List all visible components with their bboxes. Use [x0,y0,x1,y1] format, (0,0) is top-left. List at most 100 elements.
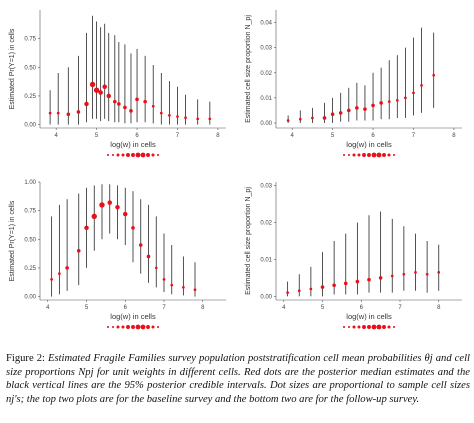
median-point [367,277,371,282]
median-point [106,93,111,99]
median-point [50,278,53,281]
y-tick-label: 0.00 [260,294,272,300]
x-axis-title: log(w) in cells [110,140,156,149]
median-point [115,204,120,210]
x-tick-label: 7 [398,305,402,311]
size-legend-dot [131,325,135,329]
size-legend-dot [116,153,120,157]
y-tick-label: 0.04 [260,21,272,27]
y-tick-label: 1.00 [24,180,36,186]
size-legend [106,152,160,158]
median-point [379,101,383,105]
size-legend-dot [135,152,141,158]
median-point [371,103,375,108]
median-point [286,119,290,122]
median-point [355,279,360,284]
size-legend-dot [342,325,346,329]
y-tick-label: 0.75 [24,37,36,43]
median-point [297,289,301,293]
chart-baseline-theta: 0.00 0.25 0.50 0.75 4 5 6 7 8 log(w) in cells Esti… [4,4,232,162]
median-point [154,266,158,270]
median-point [184,116,187,120]
size-legend-dot [371,152,377,158]
size-legend-dot [111,325,115,329]
y-axis-title: Estimated Pr(Y=1) in cells [9,28,16,109]
median-point [170,283,174,287]
size-legend-dot [140,324,146,330]
median-point [56,111,60,115]
x-tick-label: 4 [46,305,50,311]
x-tick-label: 4 [282,305,286,311]
size-legend-dot [121,325,125,329]
size-legend-dot [146,153,150,157]
median-point [414,270,417,274]
size-legend-dot [140,152,146,158]
median-point [151,104,155,108]
size-legend-dot [116,325,120,329]
y-tick-label: 0.50 [24,65,36,71]
median-point [91,213,97,220]
y-tick-label: 0.01 [260,257,272,263]
median-point [363,107,367,111]
median-point [298,117,302,121]
x-tick-label: 7 [176,133,180,139]
size-legend-dot [126,153,130,157]
size-legend-dot [106,325,110,329]
median-point [76,110,81,114]
median-point [286,291,289,294]
size-legend-dot [367,153,371,157]
median-point [113,99,117,104]
size-legend-dot [126,325,130,329]
y-tick-label: 0.00 [260,121,272,127]
size-legend-dot [156,153,160,157]
y-axis-title: Estimated cell size proportion N_pj [245,15,252,123]
median-point [420,83,423,87]
x-tick-label: 7 [412,133,416,139]
median-point [378,276,383,280]
median-point [395,99,399,102]
median-point [182,286,185,289]
median-point [196,117,200,121]
chart-baseline-npj-svg: 0.00 0.01 0.02 0.03 0.04 4 5 6 7 8 log(w) in cells… [245,10,462,158]
size-legend-dot [367,325,371,329]
median-point [311,116,314,120]
size-legend-dot [156,325,160,329]
median-point [402,272,406,276]
size-legend-dot [357,153,361,157]
x-tick-label: 5 [321,305,325,311]
median-point [320,285,325,289]
x-axis-title: log(w) in cells [346,140,392,149]
median-point [330,112,335,116]
median-point [66,112,71,117]
size-legend-dot [376,324,382,330]
figure-caption: Figure 2: Estimated Fragile Families sur… [6,352,470,407]
y-axis-title: Estimated Pr(Y=1) in cells [9,200,16,281]
y-tick-label: 0.01 [260,96,272,102]
chart-baseline-theta-svg: 0.00 0.25 0.50 0.75 4 5 6 7 8 log(w) in cells Esti… [9,10,226,158]
median-point [390,274,394,278]
y-tick-label: 0.02 [260,71,272,77]
median-point [138,243,143,247]
median-point [437,270,441,274]
median-point [387,100,391,103]
size-legend-dot [151,153,155,157]
size-legend-dot [342,153,346,157]
x-tick-label: 6 [360,305,364,311]
y-tick-label: 0.00 [24,295,36,301]
size-legend-dot [352,325,356,329]
x-tick-label: 6 [124,305,128,311]
x-tick-label: 8 [216,133,220,139]
median-point [117,102,121,106]
x-tick-label: 5 [85,305,89,311]
median-point [425,272,429,276]
size-legend-dot [347,153,351,157]
median-point [76,248,81,253]
x-tick-label: 4 [291,133,295,139]
size-legend-dot [347,325,351,329]
y-tick-label: 0.03 [260,46,272,52]
chart-baseline-npj: 0.00 0.01 0.02 0.03 0.04 4 5 6 7 8 log(w) in cells… [240,4,468,162]
median-point [58,272,61,276]
median-point [98,90,103,95]
y-tick-label: 0.25 [24,266,36,272]
median-point [208,117,212,121]
